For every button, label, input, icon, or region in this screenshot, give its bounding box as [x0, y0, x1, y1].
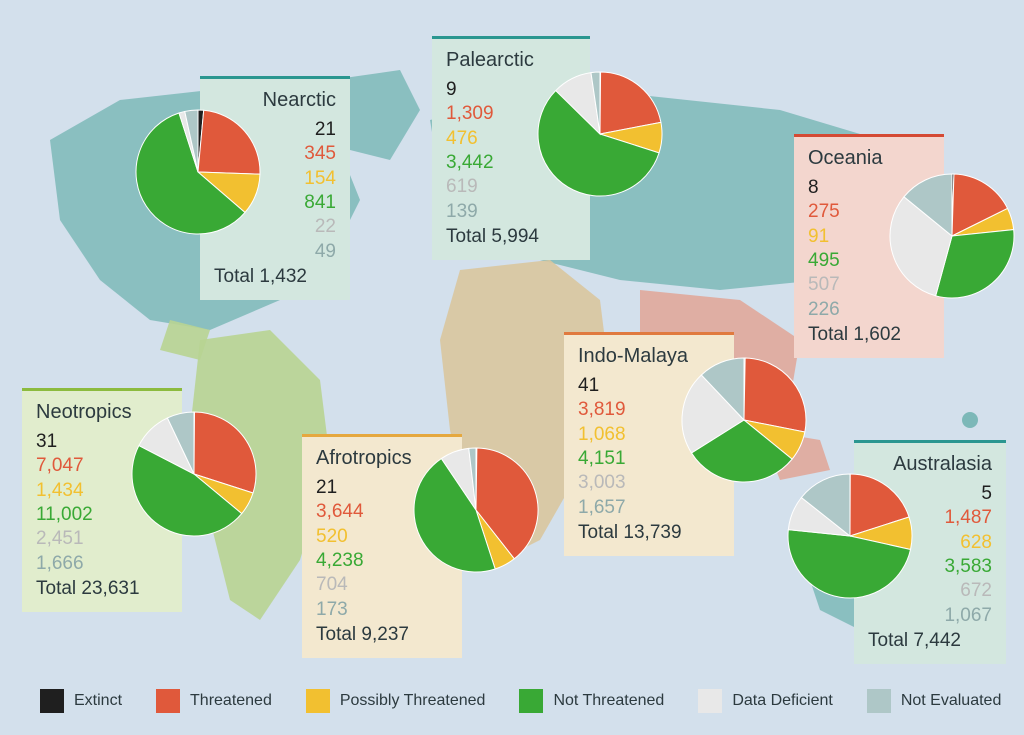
legend-label: Possibly Threatened: [340, 692, 486, 710]
stat-total: Total 9,237: [316, 624, 448, 646]
legend-item-not_evaluated: Not Evaluated: [867, 689, 1002, 713]
stat-total: Total 5,994: [446, 226, 576, 248]
map-oceania-dot: [962, 412, 978, 428]
stat-not_evaluated: 49: [214, 240, 336, 264]
stat-not_evaluated: 1,666: [36, 552, 168, 576]
region-title: Oceania: [808, 147, 930, 170]
stat-total: Total 1,602: [808, 324, 930, 346]
region-title: Palearctic: [446, 49, 576, 72]
legend-swatch: [156, 689, 180, 713]
legend-item-threatened: Threatened: [156, 689, 272, 713]
legend-label: Not Evaluated: [901, 692, 1002, 710]
legend-item-not_threatened: Not Threatened: [519, 689, 664, 713]
stat-not_evaluated: 226: [808, 298, 930, 322]
stat-not_evaluated: 139: [446, 200, 576, 224]
legend-swatch: [40, 689, 64, 713]
stat-not_evaluated: 173: [316, 598, 448, 622]
pie-chart-indomalaya: [680, 356, 808, 484]
stat-not_evaluated: 1,067: [868, 604, 992, 628]
legend-swatch: [519, 689, 543, 713]
pie-chart-oceania: [888, 172, 1016, 300]
pie-chart-australasia: [786, 472, 914, 600]
legend-item-extinct: Extinct: [40, 689, 122, 713]
legend: Extinct Threatened Possibly Threatened Not …: [40, 689, 1001, 713]
stat-data_deficient: 704: [316, 573, 448, 597]
legend-item-possibly_threatened: Possibly Threatened: [306, 689, 486, 713]
legend-swatch: [698, 689, 722, 713]
stat-total: Total 1,432: [214, 266, 336, 288]
legend-label: Threatened: [190, 692, 272, 710]
stat-total: Total 13,739: [578, 522, 720, 544]
pie-slice-threatened: [744, 358, 806, 432]
pie-chart-palearctic: [536, 70, 664, 198]
legend-swatch: [306, 689, 330, 713]
pie-chart-afrotropics: [412, 446, 540, 574]
legend-label: Not Threatened: [553, 692, 664, 710]
legend-label: Extinct: [74, 692, 122, 710]
pie-slice-threatened: [198, 110, 260, 174]
pie-chart-neotropics: [130, 410, 258, 538]
legend-label: Data Deficient: [732, 692, 833, 710]
stat-not_evaluated: 1,657: [578, 496, 720, 520]
legend-item-data_deficient: Data Deficient: [698, 689, 833, 713]
stat-total: Total 23,631: [36, 578, 168, 600]
pie-chart-nearctic: [134, 108, 262, 236]
stat-total: Total 7,442: [868, 630, 992, 652]
legend-swatch: [867, 689, 891, 713]
